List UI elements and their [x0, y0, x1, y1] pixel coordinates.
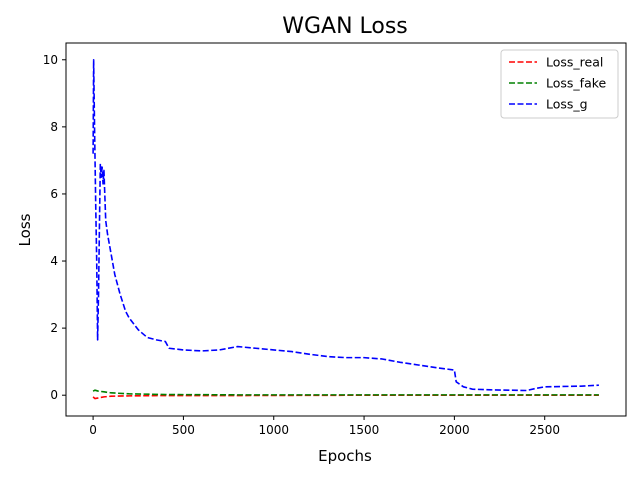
- x-tick-label: 500: [172, 423, 195, 437]
- y-tick-label: 6: [50, 187, 58, 201]
- x-tick-label: 0: [89, 423, 97, 437]
- series-line-loss-g: [92, 58, 599, 392]
- legend-label: Loss_fake: [546, 76, 607, 91]
- legend-label: Loss_real: [546, 55, 603, 70]
- legend-label: Loss_g: [546, 97, 588, 112]
- series-layer: [92, 58, 599, 400]
- x-tick-label: 2500: [529, 423, 560, 437]
- y-axis: 0 2 4 6 8 10: [43, 53, 66, 402]
- plot-frame: [65, 42, 627, 417]
- y-tick-label: 2: [50, 321, 58, 335]
- x-tick-label: 1000: [258, 423, 289, 437]
- y-tick-label: 4: [50, 254, 58, 268]
- y-tick-label: 10: [43, 53, 58, 67]
- legend: Loss_real Loss_fake Loss_g: [500, 49, 619, 119]
- y-tick-label: 0: [50, 388, 58, 402]
- chart-title: WGAN Loss: [282, 14, 408, 39]
- series-line-loss-fake: [92, 389, 599, 396]
- x-axis-label: Epochs: [318, 447, 372, 465]
- x-axis: 0 500 1000 1500 2000 2500: [89, 416, 560, 437]
- y-tick-label: 8: [50, 120, 58, 134]
- legend-box: [500, 49, 619, 119]
- y-axis-label: Loss: [16, 213, 34, 246]
- x-tick-label: 2000: [439, 423, 470, 437]
- x-tick-label: 1500: [349, 423, 380, 437]
